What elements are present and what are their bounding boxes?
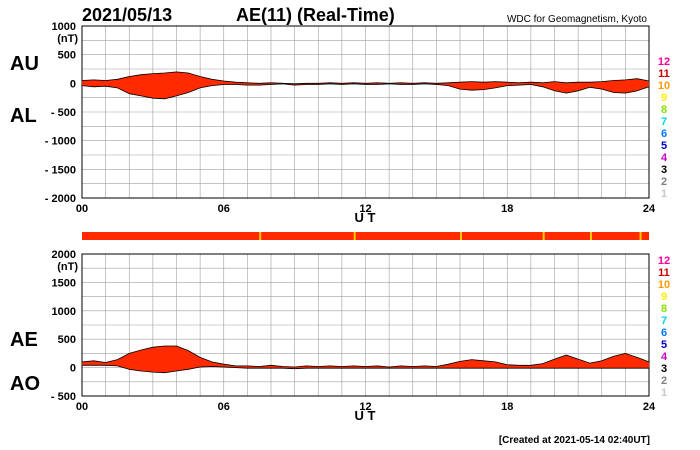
status-strip-mark [259, 232, 262, 240]
au-series-label: AU [10, 53, 39, 75]
al-series-label: AL [10, 105, 37, 127]
legend-station-count-10: 10 [658, 279, 670, 291]
legend-station-count-2: 2 [661, 176, 667, 188]
status-strip-mark [589, 232, 592, 240]
y-tick-label: - 500 [51, 107, 76, 119]
legend-station-count-10: 10 [658, 80, 670, 92]
legend-station-count-8: 8 [661, 303, 667, 315]
panel-ae-ao-area [82, 346, 649, 373]
panel-ae-ao-xlabel: U T [355, 408, 376, 423]
au-series-line [81, 71, 650, 85]
ao-series-line [82, 364, 649, 374]
panel-ae-ao-frame [81, 253, 650, 397]
y-tick-label: - 1500 [45, 164, 76, 176]
legend-station-count-6: 6 [661, 128, 667, 140]
panel-ae-ao-x-ticks: 00 06 12 18 24 [76, 401, 656, 413]
y-tick-label: 1000 [52, 21, 76, 33]
x-tick-label: 00 [76, 203, 88, 215]
legend-station-count-12: 12 [658, 255, 670, 267]
status-strip-mark [639, 232, 642, 240]
legend-station-count-6: 6 [661, 327, 667, 339]
y-tick-label: - 1000 [45, 136, 76, 148]
x-tick-label: 12 [359, 401, 371, 413]
x-tick-label: 24 [643, 401, 656, 413]
status-strip [82, 232, 649, 240]
x-tick-label: 06 [218, 203, 230, 215]
x-tick-label: 18 [501, 401, 513, 413]
legend-station-count-1: 1 [661, 188, 667, 200]
ae-series-label: AE [10, 329, 38, 351]
legend-station-count-8: 8 [661, 104, 667, 116]
legend-station-count-1: 1 [661, 387, 667, 399]
legend-station-count-4: 4 [661, 351, 668, 363]
y-tick-label: 500 [58, 334, 76, 346]
legend-station-count-5: 5 [661, 339, 667, 351]
legend-station-count-5: 5 [661, 140, 667, 152]
x-tick-label: 12 [359, 203, 371, 215]
created-timestamp: [Created at 2021-05-14 02:40UT] [499, 435, 650, 446]
status-strip-mark [460, 232, 462, 240]
y-tick-label: 500 [58, 50, 76, 62]
legend-station-count-3: 3 [661, 363, 667, 375]
legend-station-count-12: 12 [658, 56, 670, 68]
legend-station-count-2: 2 [661, 375, 667, 387]
legend-station-count-4: 4 [661, 152, 668, 164]
panel-au-al-unit: (nT) [57, 33, 78, 45]
x-tick-label: 06 [218, 401, 230, 413]
legend-station-count-9: 9 [661, 92, 667, 104]
status-strip-mark [542, 232, 545, 240]
legend-station-count-7: 7 [661, 315, 667, 327]
panel-au-al-grid [81, 25, 650, 199]
date-label: 2021/05/13 [82, 5, 172, 25]
panel-ae-ao-y-ticks: 2000 1500 1000 500 0 - 500 [51, 249, 76, 403]
legend-station-count-11: 11 [658, 267, 670, 279]
panel-au-al-xlabel: U T [355, 210, 376, 225]
legend-station-count-9: 9 [661, 291, 667, 303]
panel-ae-ao-unit: (nT) [57, 261, 78, 273]
legend-station-count-11: 11 [658, 68, 670, 80]
panel-au-al-y-ticks: 1000 500 0 - 500 - 1000 - 1500 - 2000 [45, 21, 76, 205]
y-tick-label: 0 [70, 78, 76, 90]
panel-ae-ao-grid [81, 253, 650, 397]
ae-series-line [81, 345, 650, 368]
legend-station-count-7: 7 [661, 116, 667, 128]
y-tick-label: - 2000 [45, 193, 76, 205]
status-strip-mark [353, 232, 356, 240]
y-tick-label: - 500 [51, 391, 76, 403]
ao-series-label: AO [10, 373, 40, 395]
panel-au-al-frame [81, 25, 650, 199]
panel-ae-ao: 2000 1500 1000 500 0 - 500 00 06 12 18 24 (nT) AE… [10, 249, 656, 423]
al-series-line [81, 83, 650, 100]
y-tick-label: 1500 [52, 277, 76, 289]
status-strip-bar [82, 232, 649, 240]
y-tick-label: 0 [70, 363, 76, 375]
x-tick-label: 18 [501, 203, 513, 215]
legend-station-count-3: 3 [661, 164, 667, 176]
figure-title: AE(11) (Real-Time) [236, 5, 395, 25]
x-tick-label: 00 [76, 401, 88, 413]
y-tick-label: 1000 [52, 306, 76, 318]
panel-au-al: 1000 500 0 - 500 - 1000 - 1500 - 2000 00 06 12 18… [10, 21, 656, 225]
y-tick-label: 2000 [52, 249, 76, 261]
x-tick-label: 24 [643, 203, 656, 215]
source-label: WDC for Geomagnetism, Kyoto [507, 14, 647, 25]
panel-au-al-x-ticks: 00 06 12 18 24 [76, 203, 656, 215]
